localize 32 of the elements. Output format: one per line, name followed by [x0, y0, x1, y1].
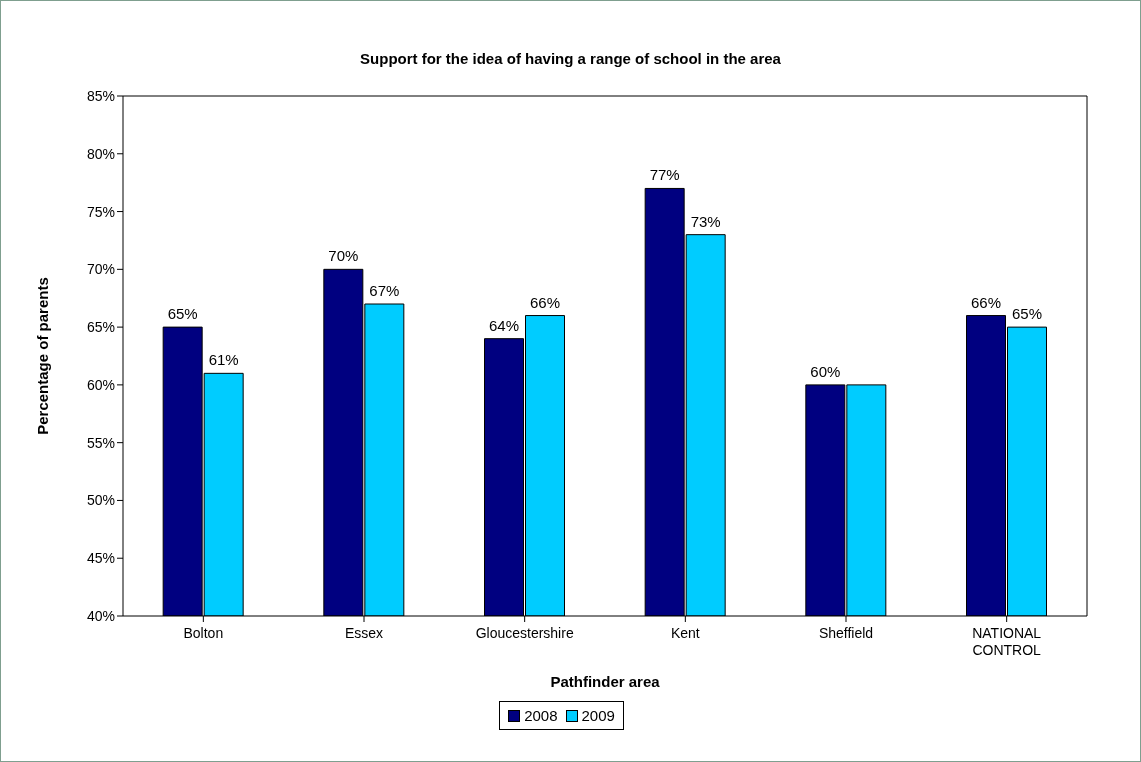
y-tick-label: 60% — [86, 376, 115, 393]
data-label: 77% — [649, 166, 680, 184]
x-tick-label: Bolton — [183, 625, 224, 641]
y-tick-label: 80% — [86, 145, 115, 162]
x-tick-label: Essex — [344, 625, 384, 641]
x-tick-label: Gloucestershire — [475, 625, 574, 641]
y-tick-label: 75% — [86, 203, 115, 220]
chart-title: Support for the idea of having a range of school in the area — [359, 50, 782, 67]
data-label: 65% — [167, 305, 198, 323]
y-tick-label: 45% — [86, 550, 115, 567]
data-label: 67% — [369, 282, 400, 299]
data-label: 65% — [1011, 305, 1043, 323]
y-tick-label: 65% — [86, 319, 115, 336]
y-tick-label: 40% — [86, 607, 115, 624]
y-tick-label: 55% — [86, 434, 115, 451]
data-label: 73% — [690, 212, 721, 230]
data-label: 60% — [810, 362, 841, 380]
data-label: 66% — [529, 293, 561, 311]
x-tick-label: NATIONAL CONTROL — [972, 625, 1042, 658]
data-label: 64% — [488, 316, 520, 334]
y-axis-title: Percentage of parents — [34, 277, 52, 435]
legend-label: 2009 — [580, 707, 615, 724]
data-label: 66% — [970, 293, 1002, 311]
y-tick-label: 70% — [86, 261, 115, 278]
legend-label: 2008 — [523, 707, 558, 724]
x-tick-label: Sheffield — [818, 625, 874, 641]
y-tick-label: 85% — [86, 87, 115, 104]
data-label: 70% — [328, 247, 359, 265]
data-label: 61% — [208, 351, 239, 369]
y-tick-label: 50% — [86, 492, 115, 509]
x-tick-label: Kent — [670, 625, 700, 641]
x-axis-title: Pathfinder area — [550, 673, 661, 690]
